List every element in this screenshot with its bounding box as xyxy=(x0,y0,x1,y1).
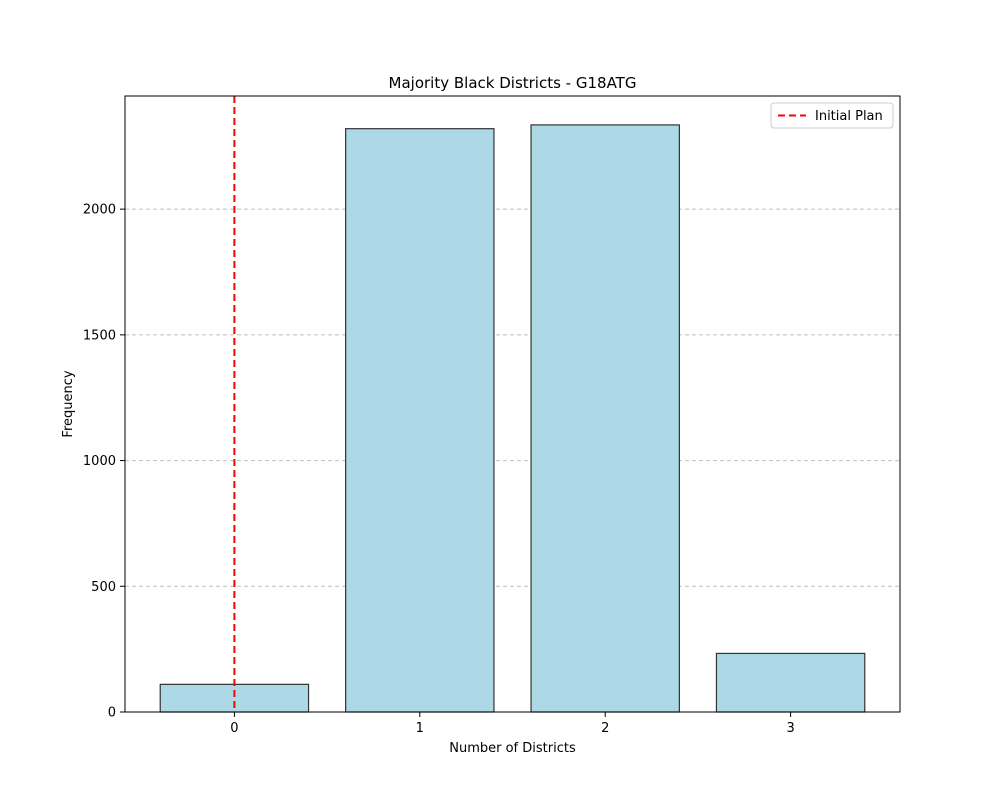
x-tick-label: 1 xyxy=(416,721,424,736)
bar-2 xyxy=(530,124,680,713)
y-tick-label: 1500 xyxy=(83,328,116,343)
bars xyxy=(159,124,866,713)
x-axis-label: Number of Districts xyxy=(449,741,576,756)
plot-frame xyxy=(124,95,901,713)
x-tick-label: 0 xyxy=(230,721,238,736)
y-axis-ticks: 0 500 1000 1500 2000 xyxy=(83,203,125,721)
y-tick-label: 0 xyxy=(108,706,116,721)
bar-3 xyxy=(715,652,866,713)
grid-lines xyxy=(125,208,900,587)
x-tick-label: 2 xyxy=(601,721,609,736)
y-tick-label: 2000 xyxy=(83,203,116,218)
legend-label-initial-plan: Initial Plan xyxy=(815,109,883,124)
y-tick-label: 1000 xyxy=(83,454,116,469)
legend-box xyxy=(770,102,894,129)
y-axis-label: Frequency xyxy=(61,370,76,437)
legend: Initial Plan xyxy=(770,102,894,129)
x-tick-label: 3 xyxy=(786,721,794,736)
y-tick-label: 500 xyxy=(91,580,116,595)
bar-1 xyxy=(345,128,495,713)
x-axis-ticks: 0 1 2 3 xyxy=(230,712,795,736)
chart-title: Majority Black Districts - G18ATG xyxy=(389,74,637,92)
